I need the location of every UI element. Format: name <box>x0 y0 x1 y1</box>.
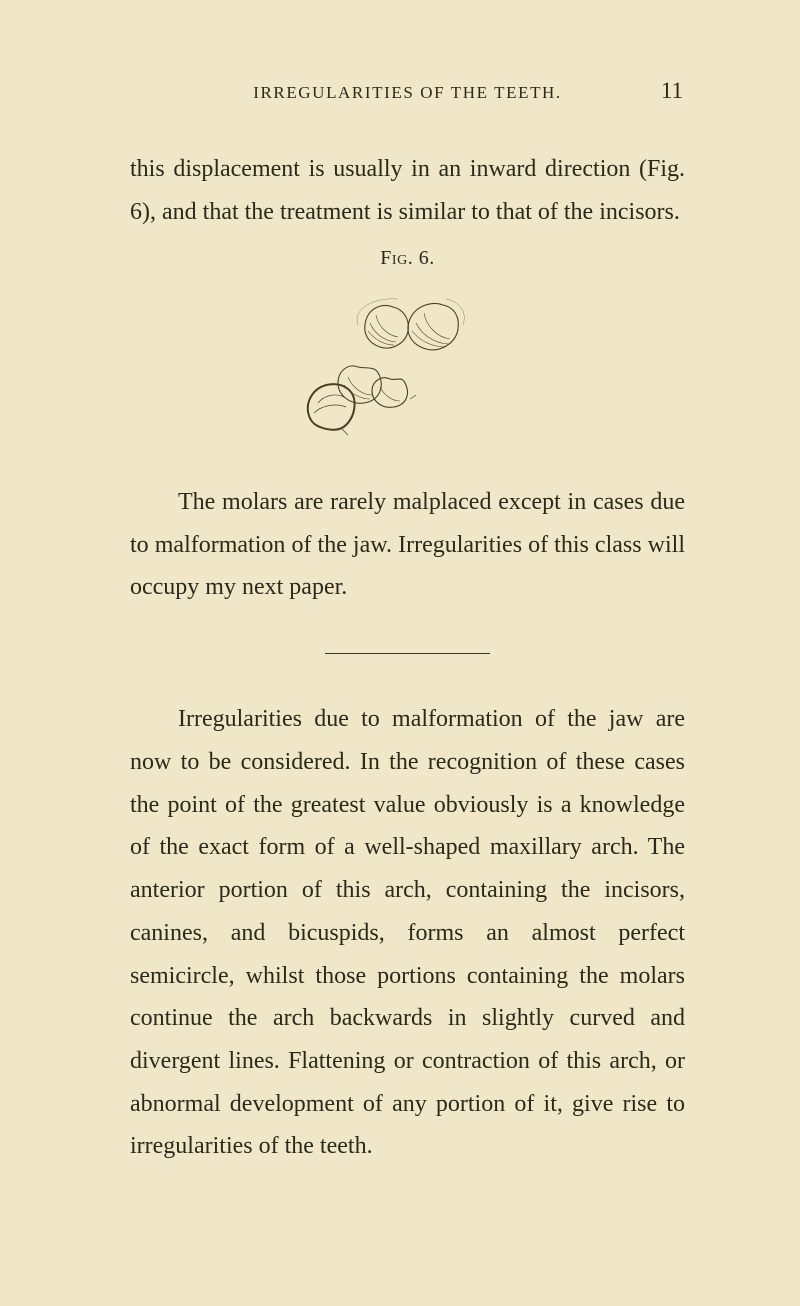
section-separator <box>325 653 490 654</box>
page: IRREGULARITIES OF THE TEETH. 11 this dis… <box>0 0 800 1306</box>
figure-6 <box>130 295 685 455</box>
page-number: 11 <box>633 78 683 104</box>
figure-caption: Fig. 6. <box>130 241 685 277</box>
page-header: IRREGULARITIES OF THE TEETH. 11 <box>130 78 685 104</box>
body-text: this displacement is usually in an inwar… <box>130 148 685 1168</box>
running-title: IRREGULARITIES OF THE TEETH. <box>182 83 633 103</box>
paragraph-3: Irregularities due to malformation of th… <box>130 698 685 1168</box>
teeth-illustration-icon <box>298 295 518 455</box>
paragraph-1: this displacement is usually in an inwar… <box>130 148 685 233</box>
paragraph-2: The molars are rarely malplaced except i… <box>130 481 685 609</box>
